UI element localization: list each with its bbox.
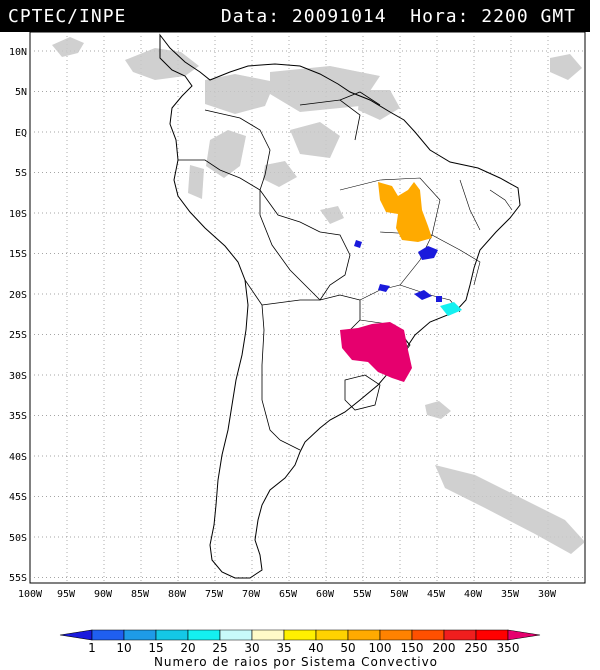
lightning-map: 10N 5N EQ 5S 10S 15S 20S 25S 30S 35S 40S… [9, 31, 586, 600]
cell-1-10-d [354, 240, 362, 248]
legend-swatch [283, 629, 317, 641]
lat-label: 10N [9, 47, 27, 58]
cell-350 [340, 322, 412, 382]
legend-swatch [443, 629, 477, 641]
lat-label: 10S [9, 209, 27, 220]
lat-label: 35S [9, 411, 27, 422]
cell-150-200 [378, 182, 432, 242]
legend-value-label: 150 [401, 641, 424, 655]
legend-value-label: 250 [465, 641, 488, 655]
legend-value-label: 50 [340, 641, 355, 655]
lon-label: 90W [94, 589, 113, 600]
map-header: CPTEC/INPE Data: 20091014 Hora: 2200 GMT [0, 0, 590, 32]
legend-value-label: 25 [212, 641, 227, 655]
legend-swatch [347, 629, 381, 641]
lon-label: 50W [390, 589, 409, 600]
legend-value-label: 100 [369, 641, 392, 655]
lat-label: 50S [9, 533, 27, 544]
lon-label: 70W [242, 589, 261, 600]
lon-label: 35W [501, 589, 520, 600]
cell-25-30 [440, 302, 462, 316]
legend-swatch [379, 629, 413, 641]
legend-swatch [475, 629, 509, 641]
legend-swatch [59, 629, 93, 641]
legend-value-label: 10 [116, 641, 131, 655]
lon-label: 60W [316, 589, 335, 600]
legend-value-label: 15 [148, 641, 163, 655]
legend-title: Numero de raios por Sistema Convectivo [154, 655, 438, 669]
legend-value-label: 20 [180, 641, 195, 655]
lat-label: 55S [9, 573, 27, 584]
country-borders [178, 91, 411, 451]
legend-swatch [507, 629, 541, 641]
longitude-labels: 100W 95W 90W 85W 80W 75W 70W 65W 60W 55W… [18, 589, 557, 600]
cell-1-10-e [436, 296, 442, 302]
cell-1-10-b [414, 290, 432, 300]
legend-color-bar [59, 629, 541, 641]
lon-label: 65W [279, 589, 298, 600]
lon-label: 45W [427, 589, 446, 600]
legend-swatch [411, 629, 445, 641]
legend-value-label: 350 [497, 641, 520, 655]
color-legend: 1 10 15 20 25 30 35 40 50 100 150 200 250 350 Numero … [59, 629, 541, 669]
lat-label: 45S [9, 492, 27, 503]
legend-swatch [315, 629, 349, 641]
grid-lines [30, 32, 585, 583]
lat-label: 15S [9, 249, 27, 260]
date-time-label: Data: 20091014 Hora: 2200 GMT [220, 6, 576, 27]
lon-label: 100W [18, 589, 43, 600]
lat-label: 40S [9, 452, 27, 463]
lat-label: 30S [9, 371, 27, 382]
cell-1-10-c [378, 284, 390, 292]
cell-1-10-a [418, 246, 438, 260]
lon-label: 30W [538, 589, 557, 600]
legend-value-label: 30 [244, 641, 259, 655]
legend-value-label: 200 [433, 641, 456, 655]
lat-label: 20S [9, 290, 27, 301]
lat-label: 25S [9, 330, 27, 341]
lat-label: 5N [15, 87, 27, 98]
legend-value-label: 1 [88, 641, 96, 655]
legend-swatch [155, 629, 189, 641]
legend-swatch [251, 629, 285, 641]
legend-swatch [219, 629, 253, 641]
legend-swatch [91, 629, 125, 641]
lat-label: EQ [15, 128, 27, 139]
legend-value-labels: 1 10 15 20 25 30 35 40 50 100 150 200 250 350 [88, 641, 519, 655]
source-label: CPTEC/INPE [8, 6, 127, 27]
lon-label: 95W [57, 589, 76, 600]
lon-label: 55W [353, 589, 372, 600]
lon-label: 75W [205, 589, 224, 600]
continent-outline [159, 33, 521, 579]
lightning-cells [340, 182, 462, 382]
lon-label: 85W [131, 589, 150, 600]
lon-label: 40W [464, 589, 483, 600]
legend-swatch [187, 629, 221, 641]
lat-label: 5S [15, 168, 27, 179]
latitude-labels: 10N 5N EQ 5S 10S 15S 20S 25S 30S 35S 40S… [9, 47, 27, 584]
legend-value-label: 40 [308, 641, 323, 655]
legend-value-label: 35 [276, 641, 291, 655]
legend-swatch [123, 629, 157, 641]
lon-label: 80W [168, 589, 187, 600]
